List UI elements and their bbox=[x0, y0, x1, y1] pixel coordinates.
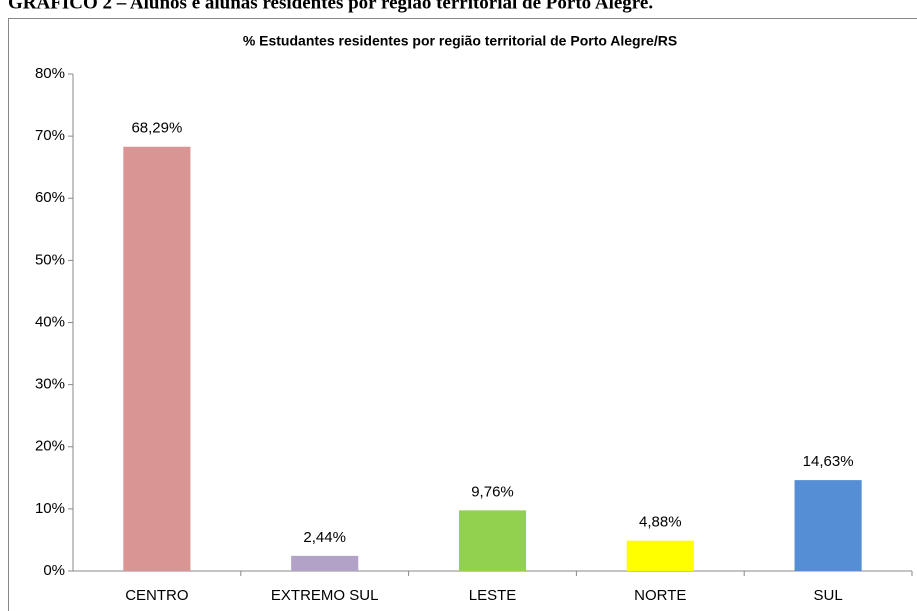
y-tick-label: 0% bbox=[43, 562, 65, 579]
value-label: 2,44% bbox=[303, 529, 346, 546]
y-tick-label: 50% bbox=[35, 251, 65, 268]
x-tick-label: EXTREMO SUL bbox=[271, 587, 379, 604]
chart-title: % Estudantes residentes por região terri… bbox=[243, 33, 677, 49]
bar bbox=[123, 146, 191, 572]
y-tick-label: 30% bbox=[35, 376, 65, 393]
x-tick-label: SUL bbox=[814, 587, 843, 604]
x-tick-label: LESTE bbox=[469, 587, 517, 604]
bar bbox=[458, 510, 527, 571]
heading: GRÁFICO 2 – Alunos e alunas residentes p… bbox=[8, 0, 653, 13]
y-tick-label: 80% bbox=[35, 65, 65, 82]
bar bbox=[794, 480, 862, 571]
value-label: 68,29% bbox=[131, 120, 182, 137]
y-tick-label: 10% bbox=[35, 500, 65, 517]
bar bbox=[291, 555, 359, 571]
x-tick-label: NORTE bbox=[634, 587, 686, 604]
value-label: 4,88% bbox=[639, 514, 682, 531]
y-tick-label: 20% bbox=[35, 438, 65, 455]
bar bbox=[626, 540, 694, 571]
y-tick-label: 70% bbox=[35, 127, 65, 144]
value-label: 14,63% bbox=[803, 453, 854, 470]
y-tick-label: 60% bbox=[35, 189, 65, 206]
value-label: 9,76% bbox=[471, 483, 514, 500]
y-tick-label: 40% bbox=[35, 313, 65, 330]
x-tick-label: CENTRO bbox=[125, 587, 188, 604]
